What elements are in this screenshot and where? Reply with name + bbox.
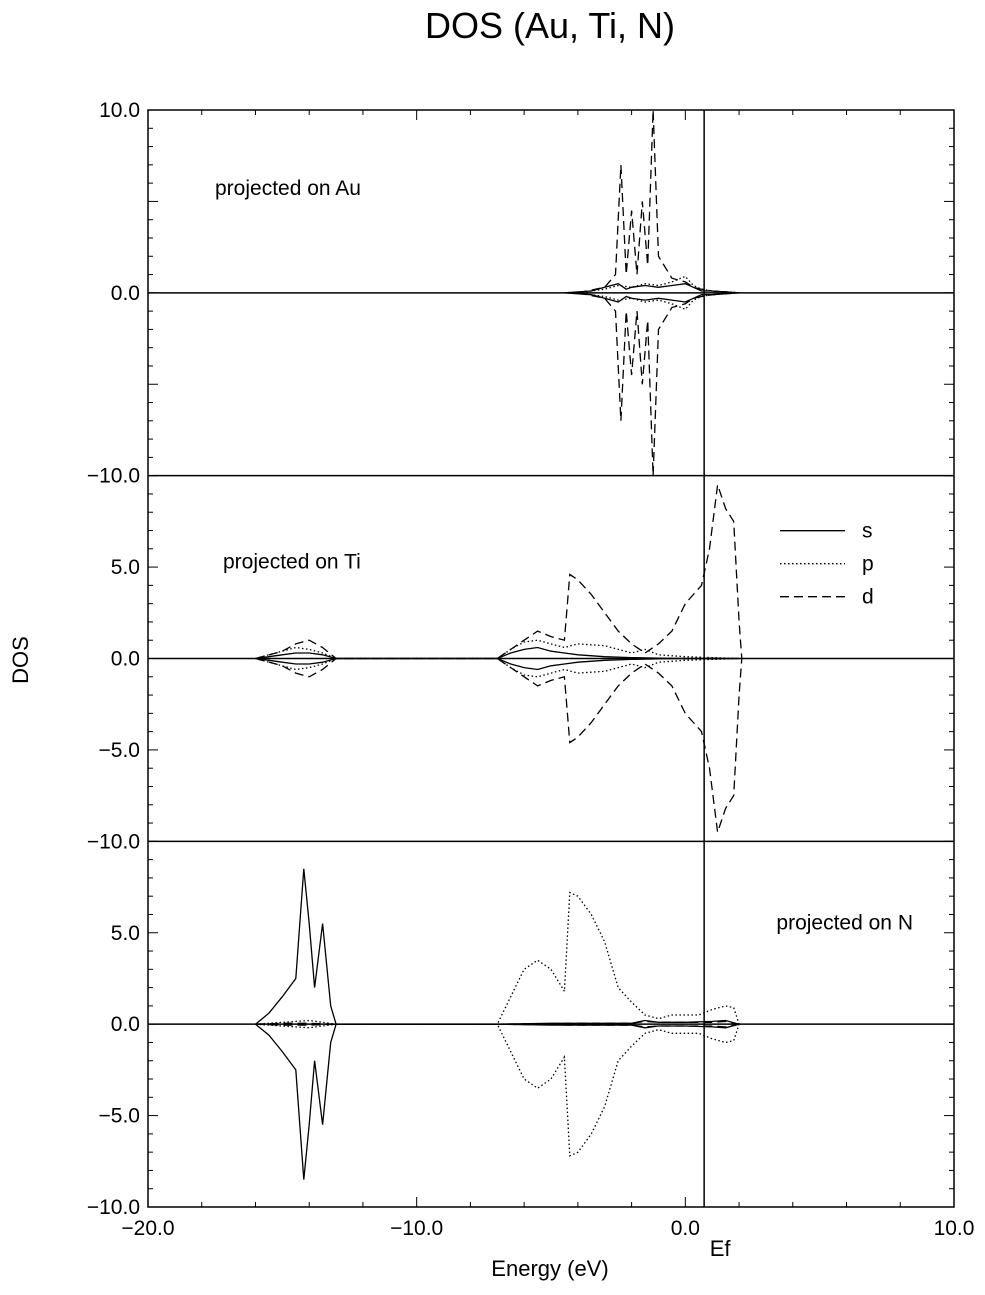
series-d-down	[255, 657, 743, 833]
overlay-layer: −20.0 −10.0 0.0 10.0 spd	[121, 110, 974, 1240]
panel-label: projected on N	[776, 911, 913, 934]
series-d-down	[577, 292, 740, 476]
series-p-up	[255, 891, 740, 1025]
y-tick-label: 0.0	[111, 648, 140, 671]
series-p-down	[255, 1023, 740, 1157]
series-d-down	[255, 1023, 740, 1028]
y-tick-label: 5.0	[111, 556, 140, 579]
panel-2: 5.0 0.0 −5.0 −10.0 projected on N	[87, 840, 954, 1219]
y-tick-label: −10.0	[87, 830, 140, 853]
panel-label: projected on Au	[215, 177, 361, 200]
series-d-up	[255, 484, 743, 660]
series-s-up	[255, 868, 740, 1025]
series-s-up	[255, 646, 740, 660]
x-tick-label: 0.0	[671, 1217, 700, 1240]
series-p-up	[577, 275, 740, 294]
panels-layer: 10.0 0.0 −10.0 projected on Au 5.0 0.0 −5.0 −10…	[87, 99, 954, 1219]
plot-frame	[147, 109, 955, 1208]
y-tick-label: 0.0	[111, 282, 140, 305]
y-tick-label: −5.0	[99, 739, 140, 762]
y-tick-label: −5.0	[99, 1105, 140, 1128]
legend-label-p: p	[862, 553, 874, 576]
series-d-up	[255, 1020, 740, 1025]
series-s-down	[255, 1023, 740, 1180]
x-axis-label: Energy (eV)	[491, 1256, 608, 1281]
series-p-down	[577, 292, 740, 311]
panel-0: 10.0 0.0 −10.0 projected on Au	[87, 99, 954, 488]
y-tick-label: −10.0	[87, 1196, 140, 1219]
x-tick-label: −10.0	[390, 1217, 443, 1240]
series-d-up	[577, 109, 740, 294]
y-axis-label: DOS	[8, 636, 33, 684]
series-s-down	[255, 657, 740, 671]
y-tick-label: 0.0	[111, 1013, 140, 1036]
panel-1: 5.0 0.0 −5.0 −10.0 projected on Ti	[87, 474, 954, 853]
x-tick-label: −20.0	[121, 1217, 174, 1240]
fermi-level-label: Ef	[710, 1236, 732, 1261]
chart-title: DOS (Au, Ti, N)	[425, 5, 675, 46]
legend: spd	[780, 520, 874, 609]
y-tick-label: 10.0	[99, 99, 140, 122]
legend-label-s: s	[862, 520, 873, 543]
x-tick-label: 10.0	[934, 1217, 975, 1240]
y-tick-label: −10.0	[87, 465, 140, 488]
panel-label: projected on Ti	[223, 551, 361, 574]
legend-label-d: d	[862, 586, 874, 609]
y-tick-label: 5.0	[111, 922, 140, 945]
